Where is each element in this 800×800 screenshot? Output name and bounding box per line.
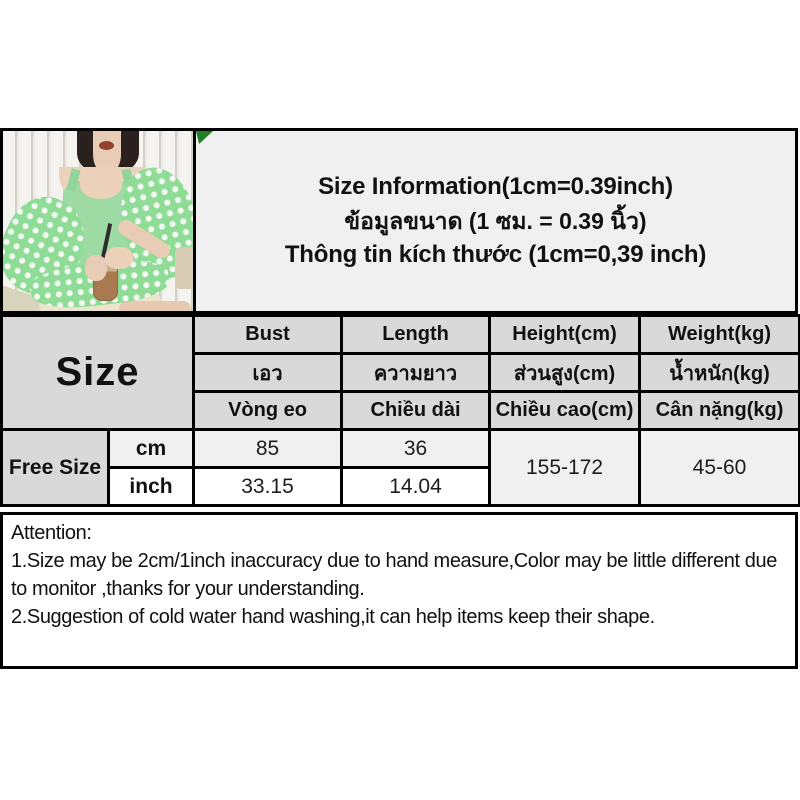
title-panel: Size Information(1cm=0.39inch) ข้อมูลขนา…: [196, 128, 798, 314]
size-table: Size Bust Length Height(cm) Weight(kg) เ…: [0, 314, 800, 507]
green-corner-icon: [196, 131, 213, 144]
beige-bag: [175, 247, 193, 289]
data-row-inch: inch 33.15 14.04: [2, 466, 800, 507]
header-length-en: Length: [340, 314, 492, 355]
header-length-th: ความยาว: [340, 352, 492, 393]
unit-cm-cell: cm: [106, 428, 196, 469]
header-weight-th: น้ำหนัก(kg): [638, 352, 800, 393]
model-face: [93, 131, 121, 173]
model-hand-right: [105, 247, 133, 269]
model-lips: [99, 141, 114, 150]
tank-neckline: [80, 173, 122, 199]
header-length-vi: Chiều dài: [340, 390, 492, 431]
title-vietnamese: Thông tin kích thước (1cm=0,39 inch): [284, 241, 707, 268]
header-bust-vi: Vòng eo: [192, 390, 344, 431]
media-band: Size Information(1cm=0.39inch) ข้อมูลขนา…: [0, 128, 798, 314]
bust-cm-value: 85: [192, 428, 344, 469]
attention-note-2: 2.Suggestion of cold water hand washing,…: [11, 606, 655, 628]
model-hand-left: [85, 255, 107, 281]
header-row-thai: เอว ความยาว ส่วนสูง(cm) น้ำหนัก(kg): [2, 352, 800, 393]
model-thigh: [119, 301, 191, 311]
header-row-english: Size Bust Length Height(cm) Weight(kg): [0, 314, 800, 431]
bust-inch-value: 33.15: [192, 466, 344, 507]
title-english: Size Information(1cm=0.39inch): [318, 173, 673, 200]
attention-note-1: 1.Size may be 2cm/1inch inaccuracy due t…: [11, 550, 777, 600]
header-weight-en: Weight(kg): [638, 314, 800, 355]
header-height-en: Height(cm): [488, 314, 642, 355]
header-bust-th: เอว: [192, 352, 344, 393]
header-bust-en: Bust: [192, 314, 344, 355]
length-cm-value: 36: [340, 428, 492, 469]
height-range-value: 155-172: [488, 428, 642, 507]
header-height-vi: Chiều cao(cm): [488, 390, 642, 431]
data-row-cm: Free Size cm 85 36 155-172 45-60: [0, 428, 800, 507]
weight-range-value: 45-60: [638, 428, 800, 507]
length-inch-value: 14.04: [340, 466, 492, 507]
header-weight-vi: Cân nặng(kg): [638, 390, 800, 431]
free-size-cell: Free Size: [0, 428, 110, 507]
attention-heading: Attention:: [11, 522, 92, 544]
header-row-vietnamese: Vòng eo Chiều dài Chiều cao(cm) Cân nặng…: [2, 390, 800, 431]
unit-inch-cell: inch: [106, 466, 196, 507]
product-photo: [0, 128, 196, 314]
attention-box: Attention: 1.Size may be 2cm/1inch inacc…: [0, 512, 798, 669]
header-height-th: ส่วนสูง(cm): [488, 352, 642, 393]
size-corner-cell: Size: [0, 314, 196, 431]
title-thai: ข้อมูลขนาด (1 ซม. = 0.39 นิ้ว): [344, 208, 647, 234]
